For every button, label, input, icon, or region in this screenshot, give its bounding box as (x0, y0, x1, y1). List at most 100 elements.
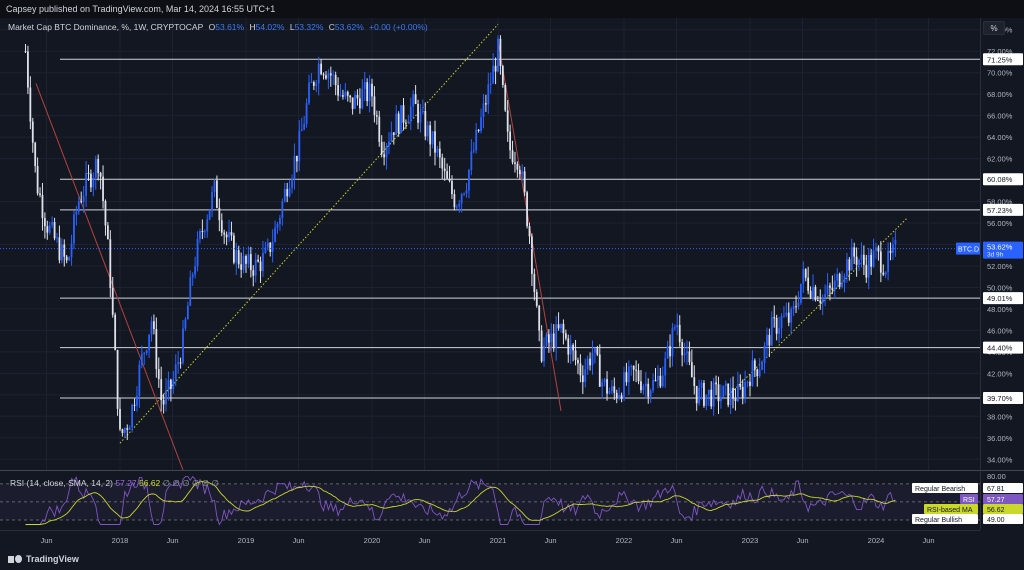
rsi-name-tag (924, 504, 978, 514)
candle-body (649, 390, 652, 397)
candle-body (625, 372, 628, 383)
candle-body (148, 334, 150, 351)
candle-body (298, 130, 301, 162)
candle-body (455, 206, 458, 208)
candle-body (795, 306, 797, 308)
candle-body (126, 428, 129, 430)
candle-body (419, 111, 422, 123)
candle-body (635, 369, 638, 371)
candle-body (511, 150, 514, 163)
candle-body (569, 344, 572, 355)
main-chart-pane[interactable]: BTC.D (0, 18, 980, 470)
candle-body (552, 333, 555, 349)
candle-body (337, 85, 339, 96)
candle-body (867, 254, 870, 278)
candle-body (56, 237, 58, 239)
candle-body (753, 360, 756, 370)
horizontal-level-tag (983, 53, 1023, 66)
candle-body (177, 362, 180, 365)
candle-body (724, 383, 727, 386)
tradingview-logo[interactable]: TradingView (8, 554, 79, 564)
candle-body (174, 364, 177, 380)
candle-body (242, 256, 245, 270)
candle-body (463, 193, 465, 195)
candle-body (448, 178, 451, 181)
candle-body (332, 74, 335, 76)
candle-body (373, 96, 376, 116)
candle-body (807, 277, 810, 291)
candle-body (499, 38, 502, 67)
current-price-label: 53.62% (987, 243, 1013, 252)
candle-body (809, 290, 812, 298)
candle-body (453, 194, 456, 208)
candle-body (853, 247, 856, 257)
candle-body (295, 155, 298, 162)
low-label: L (289, 22, 295, 32)
time-axis-svg: Jun 2018 Jun 2019 Jun 2020 Jun 2021 Jun 2022 Jun 20… (40, 536, 934, 545)
candle-body (564, 333, 567, 339)
candle-body (257, 259, 260, 262)
candle-body (189, 277, 192, 306)
candle-body (90, 173, 92, 188)
rsi-pane[interactable]: Regular Bearish RSI RSI-based MA Regular Bu… (0, 470, 980, 531)
candle-body (841, 282, 843, 287)
candle-body (179, 362, 182, 364)
candle-body (819, 300, 822, 303)
candle-body (804, 269, 807, 278)
time-axis[interactable]: Jun 2018 Jun 2019 Jun 2020 Jun 2021 Jun 2022 Jun 20… (0, 530, 980, 549)
candle-body (111, 288, 114, 315)
candle-body (833, 280, 836, 290)
time-tick-label: Jun (922, 536, 934, 545)
high-value: 54.02% (255, 22, 285, 32)
candle-body (717, 384, 720, 402)
candle-body (846, 259, 848, 277)
candle-body (877, 247, 880, 252)
price-axis-svg: 34.00%36.00%38.00%40.00%42.00%44.00%46.0… (983, 26, 1023, 464)
price-tick-label: 50.00% (987, 283, 1013, 292)
candle-body (390, 132, 393, 142)
candle-body (133, 404, 136, 406)
candle-body (315, 83, 318, 86)
candle-body (690, 362, 693, 378)
candle-body (436, 148, 439, 153)
candle-body (538, 305, 541, 331)
candle-body (497, 38, 499, 72)
candle-body (836, 274, 839, 281)
candle-body (145, 350, 148, 354)
candle-body (608, 391, 611, 394)
candle-body (232, 235, 235, 263)
candle-body (707, 389, 710, 395)
candle-body (206, 219, 209, 232)
rsi-axis[interactable]: 80.00 67.81 57.27 56.62 49.00 (980, 470, 1024, 530)
candle-body (68, 257, 71, 261)
price-tick-label: 48.00% (987, 305, 1013, 314)
candle-body (640, 381, 642, 391)
candle-body (763, 345, 766, 363)
candle-body (632, 365, 635, 370)
candle-body (739, 384, 742, 387)
candle-body (407, 121, 410, 123)
price-axis[interactable]: 34.00%36.00%38.00%40.00%42.00%44.00%46.0… (980, 18, 1024, 470)
tradingview-logo-icon (8, 554, 22, 563)
candle-body (829, 285, 831, 288)
horizontal-level-tag (983, 392, 1023, 405)
candle-body (489, 83, 492, 85)
candle-body (82, 195, 85, 202)
percent-scale-button[interactable]: % (983, 21, 1005, 35)
price-chart-svg[interactable]: BTC.D (0, 18, 980, 470)
rsi-name-tag (912, 483, 978, 493)
candle-body (36, 166, 39, 194)
candle-body (165, 389, 167, 405)
candle-body (768, 334, 771, 346)
candle-body (799, 283, 802, 303)
candle-body (698, 387, 701, 404)
candle-body (303, 123, 306, 130)
candle-body (305, 103, 308, 124)
candle-body (24, 51, 27, 53)
candle-body (540, 330, 543, 362)
candle-body (85, 172, 87, 196)
candle-body (397, 113, 400, 134)
candle-body (405, 122, 407, 124)
footer (0, 548, 1024, 570)
candle-body (371, 83, 373, 97)
